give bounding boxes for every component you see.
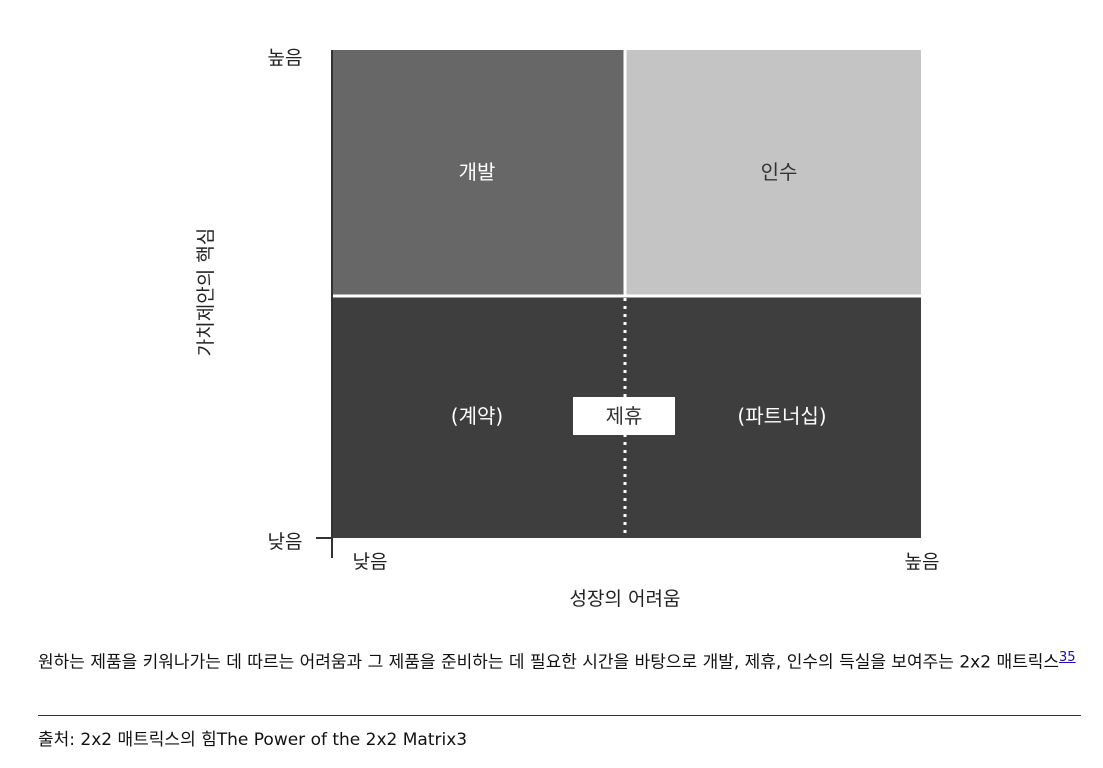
quadrant-top-left (332, 50, 625, 296)
y-high-label: 높음 (268, 47, 303, 69)
x-low-label: 낮음 (353, 551, 388, 573)
caption-text: 원하는 제품을 키워나가는 데 따르는 어려움과 그 제품을 준비하는 데 필요… (38, 652, 1060, 673)
caption: 원하는 제품을 키워나가는 데 따르는 어려움과 그 제품을 준비하는 데 필요… (38, 640, 1083, 680)
x-axis-title: 성장의 어려움 (570, 588, 681, 610)
quadrant-label: 인수 (761, 160, 798, 184)
matrix-figure: 높음 낮음 낮음 높음 성장의 어려움 가치제안의 핵심 개발 인수 (계약) … (195, 47, 940, 610)
footnote-link[interactable]: 35 (1059, 650, 1076, 665)
x-high-label: 높음 (905, 551, 940, 573)
source: 출처: 2x2 매트릭스의 힘The Power of the 2x2 Matr… (38, 730, 468, 750)
y-low-label: 낮음 (268, 531, 303, 553)
quadrant-label: (계약) (451, 404, 503, 428)
center-box (573, 397, 675, 435)
y-axis-title: 가치제안의 핵심 (195, 228, 217, 356)
quadrant-label: 개발 (459, 160, 496, 184)
quadrant-label: 제휴 (606, 404, 643, 428)
quadrant-top-right (625, 50, 921, 296)
footnote: 35 (1059, 649, 1076, 665)
divider-rule (38, 715, 1081, 716)
quadrant-label: (파트너십) (737, 404, 826, 428)
